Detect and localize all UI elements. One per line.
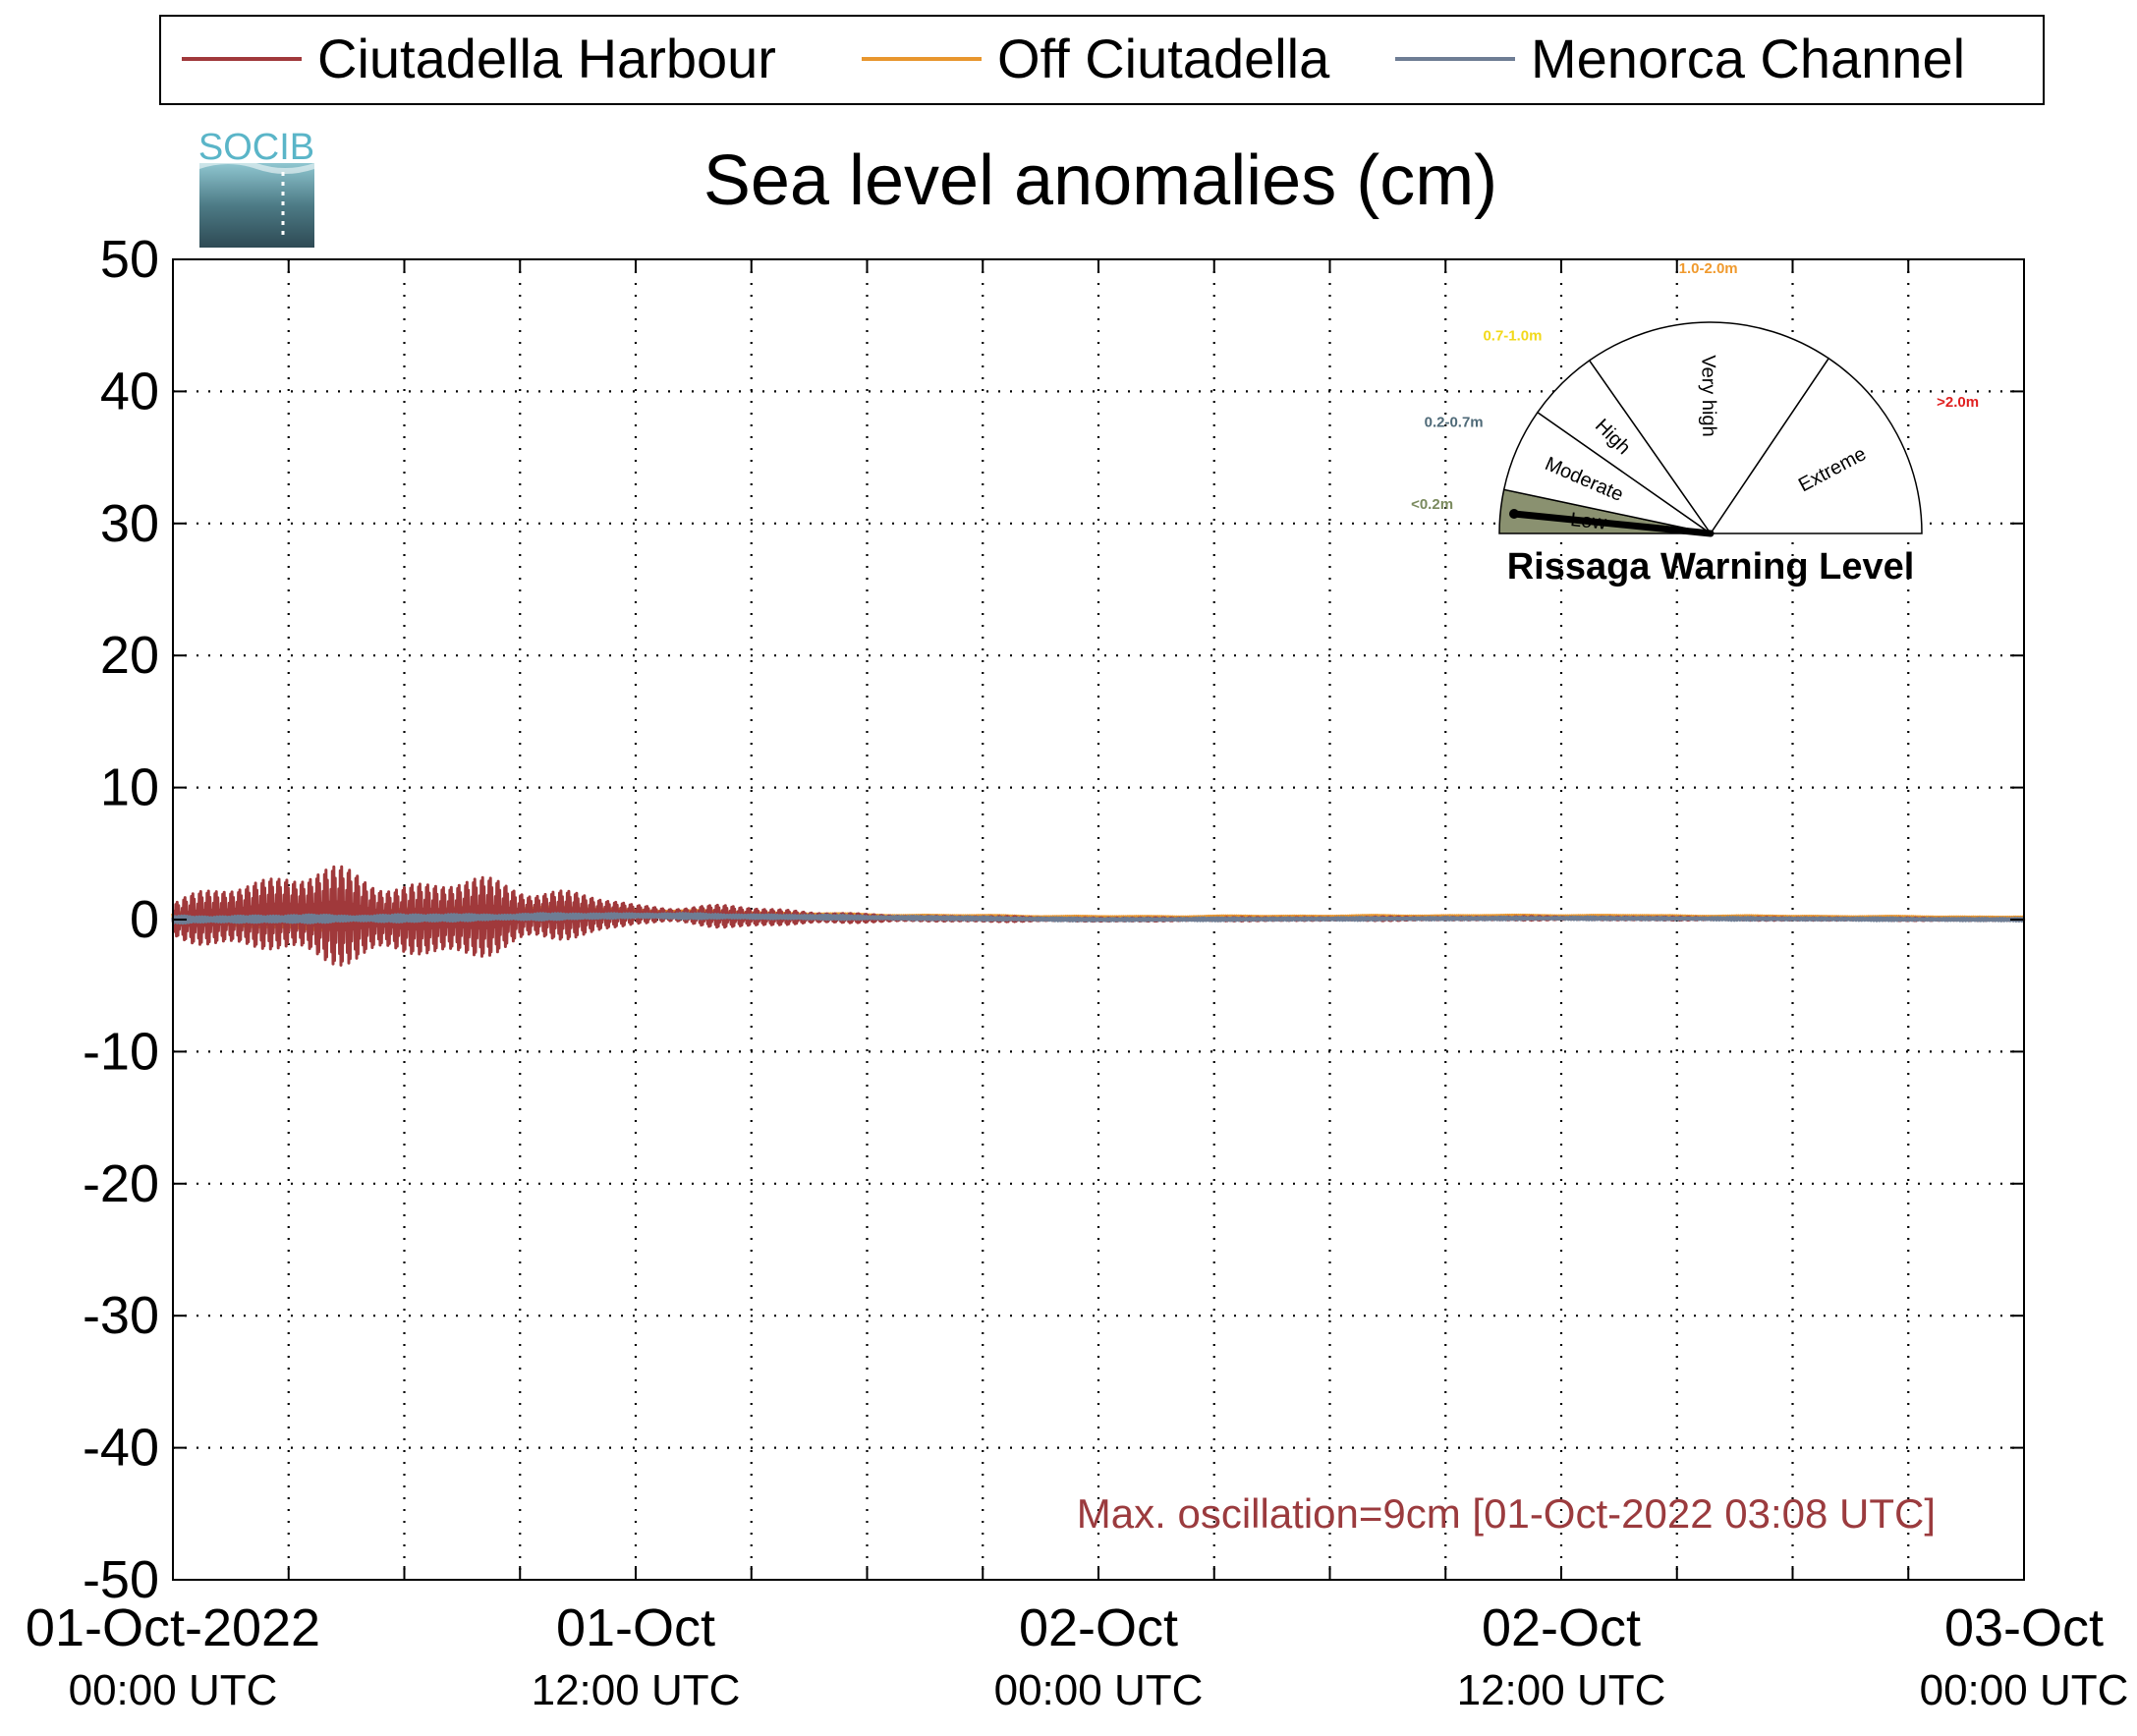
gauge-sector-label: Very high (1697, 355, 1719, 437)
logo-text: SOCIB (198, 127, 314, 168)
gauge-range-label: <0.2m (1411, 496, 1453, 513)
x-tick-label: 01-Oct-2022 (26, 1598, 320, 1657)
series-group (171, 865, 2026, 967)
logo-wave-icon (199, 158, 314, 174)
gauge-range-label: 1.0-2.0m (1679, 260, 1738, 277)
legend-label: Menorca Channel (1531, 28, 1965, 89)
gauge-range-label: >2.0m (1937, 394, 1979, 411)
y-tick-label: -50 (83, 1550, 159, 1609)
gauge-sector-extreme (1709, 357, 1923, 534)
socib-logo: SOCIB (198, 127, 314, 248)
x-tick-sublabel: 00:00 UTC (69, 1666, 278, 1714)
gauge-sectors (1498, 321, 1923, 535)
x-axis: 01-Oct-2022 00:00 UTC 01-Oct 12:00 UTC 02-Oc… (26, 1598, 2128, 1714)
gauge-needle (1510, 510, 1715, 537)
legend-label: Ciutadella Harbour (317, 28, 776, 89)
y-tick-label: 10 (100, 758, 159, 817)
x-tick-sublabel: 00:00 UTC (994, 1666, 1204, 1714)
x-tick-sublabel: 00:00 UTC (1920, 1666, 2129, 1714)
x-tick-label: 02-Oct (1482, 1598, 1641, 1657)
legend-box (159, 15, 2045, 105)
logo-wave-block (199, 163, 314, 248)
y-tick-label: -20 (83, 1154, 159, 1213)
y-tick-label: 50 (100, 230, 159, 289)
gauge-ranges: <0.2m 0.2-0.7m 0.7-1.0m 1.0-2.0m >2.0m (1411, 260, 1979, 513)
y-tick-label: 40 (100, 362, 159, 420)
gauge-range-label: 0.2-0.7m (1425, 414, 1484, 430)
axis-ticks (173, 258, 2024, 1581)
max-oscillation-annotation: Max. oscillation=9cm [01-Oct-2022 03:08 … (1077, 1490, 1936, 1537)
chart-title: Sea level anomalies (cm) (703, 141, 1497, 220)
x-tick-label: 02-Oct (1019, 1598, 1178, 1657)
y-tick-label: -30 (83, 1286, 159, 1345)
legend: Ciutadella Harbour Off Ciutadella Menorca … (159, 15, 2045, 105)
legend-label: Off Ciutadella (997, 28, 1330, 89)
gauge-needle-end (1509, 509, 1519, 519)
x-tick-label: 03-Oct (1944, 1598, 2104, 1657)
legend-items: Ciutadella Harbour Off Ciutadella Menorca … (182, 28, 1965, 89)
y-axis: 50 40 30 20 10 0 -10 -20 -30 -40 -50 (83, 230, 159, 1609)
gauge-range-label: 0.7-1.0m (1483, 327, 1542, 344)
gauge-title: Rissaga Warning Level (1507, 546, 1915, 588)
y-tick-label: 20 (100, 626, 159, 685)
x-tick-sublabel: 12:00 UTC (1457, 1666, 1666, 1714)
y-tick-label: -10 (83, 1022, 159, 1081)
series-line-menorca-channel (171, 912, 2026, 925)
y-tick-label: 0 (130, 890, 159, 949)
x-tick-label: 01-Oct (556, 1598, 715, 1657)
x-tick-sublabel: 12:00 UTC (532, 1666, 741, 1714)
y-tick-label: 30 (100, 494, 159, 553)
y-tick-label: -40 (83, 1419, 159, 1478)
gauge-sector-very-high (1588, 321, 1830, 535)
